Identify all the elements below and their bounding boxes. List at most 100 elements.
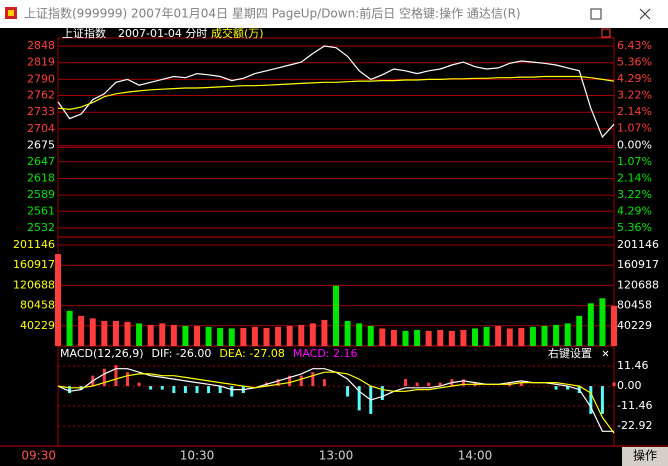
macd-bar: [554, 386, 558, 390]
y-tick-label: 201146: [13, 238, 55, 251]
volume-bar: [182, 325, 189, 346]
macd-bar: [137, 382, 141, 387]
volume-bar: [240, 327, 247, 346]
volume-bar: [263, 327, 270, 346]
y2-tick-label: 1.07%: [617, 155, 652, 168]
series-line: [57, 371, 615, 434]
time-bar: [0, 446, 668, 466]
y-tick-label: 160917: [13, 258, 55, 271]
chart-title: 上证指数: [62, 26, 106, 40]
volume-bar: [217, 327, 224, 346]
y-tick-label: 80458: [20, 299, 55, 312]
y2-tick-label: 5.36%: [617, 221, 652, 234]
macd-bar: [566, 386, 570, 390]
pane-restore-icon[interactable]: [601, 28, 611, 38]
macd-bar: [612, 382, 616, 387]
volume-bar: [506, 328, 513, 346]
macd-bar: [207, 386, 211, 394]
macd-bar: [195, 386, 199, 394]
volume-bar: [448, 330, 455, 346]
y-tick-label: 2848: [27, 39, 55, 52]
y-tick-label: 2790: [27, 72, 55, 85]
y-tick-label: 0.00: [617, 379, 642, 392]
chart-subtitle: 2007-01-04 分时: [118, 27, 207, 40]
indicator-title: MACD(12,26,9): [60, 347, 144, 360]
volume-bar: [599, 298, 606, 346]
y-tick-label-right: 201146: [617, 238, 659, 251]
volume-bar: [251, 326, 258, 346]
close-button[interactable]: [639, 8, 651, 20]
x-tick-label: 13:00: [319, 449, 354, 463]
macd-bar: [68, 386, 72, 394]
volume-bar: [89, 318, 96, 346]
macd-bar: [126, 372, 129, 387]
volume-bar: [136, 323, 143, 346]
volume-bar: [147, 324, 154, 346]
volume-bar: [170, 324, 177, 346]
chart-annotation: 成交额(万): [211, 26, 264, 40]
macd-bar: [114, 365, 118, 387]
y-tick-label: 2733: [27, 105, 55, 118]
y-tick-label-right: 120688: [617, 278, 659, 291]
volume-bar: [55, 254, 61, 346]
volume-bar: [367, 325, 374, 346]
macd-bar: [519, 382, 523, 387]
volume-bar: [124, 321, 131, 346]
macd-bar: [600, 386, 604, 414]
action-button[interactable]: [622, 447, 668, 466]
y-tick-label: 11.46: [617, 359, 649, 372]
y2-tick-label: 5.36%: [617, 56, 652, 69]
volume-bar: [275, 326, 282, 346]
macd-bar: [183, 386, 187, 394]
pane-close-icon[interactable]: [602, 350, 609, 357]
y-tick-label: 2647: [27, 155, 55, 168]
volume-bar: [414, 329, 421, 346]
volume-bar: [159, 323, 166, 346]
macd-bar: [276, 379, 280, 387]
y-tick-label: 120688: [13, 278, 55, 291]
settings-label[interactable]: 右键设置: [548, 346, 592, 360]
maximize-button[interactable]: [590, 8, 602, 20]
macd-bar: [461, 379, 465, 387]
volume-bar: [437, 329, 444, 346]
macd-bar: [299, 375, 303, 387]
volume-bar: [298, 324, 305, 346]
y-tick-label: -11.46: [617, 399, 652, 412]
volume-bar: [205, 326, 212, 346]
y-tick-label: 2589: [27, 188, 55, 201]
macd-bar: [404, 379, 407, 387]
y2-tick-label: 4.29%: [617, 72, 652, 85]
volume-bar: [587, 303, 594, 346]
macd-bar: [380, 386, 384, 400]
x-tick-label: 10:30: [180, 449, 215, 463]
volume-bar: [576, 315, 583, 346]
indicator-legend: MACD(12,26,9) DIF: -26.00 DEA: -27.08 MACD:…: [60, 347, 358, 360]
volume-bar: [101, 320, 108, 346]
volume-bar: [495, 325, 502, 346]
volume-bar: [564, 323, 571, 346]
macd-bar: [311, 372, 315, 387]
action-button-label[interactable]: 操作: [633, 448, 657, 463]
y-tick-label: 2819: [27, 56, 55, 69]
macd-bar: [230, 386, 234, 397]
x-tick-label: 09:30: [21, 449, 56, 463]
volume-bar: [553, 324, 560, 346]
volume-bar: [333, 285, 339, 346]
volume-bar: [518, 327, 525, 346]
volume-bar: [379, 328, 386, 346]
volume-bar: [390, 329, 397, 346]
volume-bar: [194, 325, 200, 346]
volume-bar: [344, 320, 351, 346]
legend-entry: DEA: -27.08: [219, 347, 284, 360]
y2-tick-label: 4.29%: [617, 204, 652, 217]
macd-bar: [438, 382, 442, 387]
macd-bar: [102, 368, 106, 387]
y2-tick-label: 3.22%: [617, 188, 652, 201]
legend-entry: DIF: -26.00: [152, 347, 212, 360]
window-title: 上证指数(999999) 2007年01月04日 星期四 PageUp/Down…: [24, 6, 521, 21]
macd-bar: [160, 386, 164, 390]
volume-bar: [402, 330, 409, 346]
y-tick-label: 2675: [27, 139, 55, 152]
